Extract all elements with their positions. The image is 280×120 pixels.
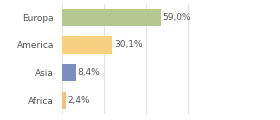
Bar bbox=[62, 36, 112, 54]
Text: 2,4%: 2,4% bbox=[68, 96, 90, 105]
Text: 30,1%: 30,1% bbox=[114, 40, 143, 49]
Bar bbox=[62, 9, 161, 26]
Text: 8,4%: 8,4% bbox=[78, 68, 101, 77]
Bar bbox=[62, 92, 66, 109]
Text: 59,0%: 59,0% bbox=[163, 13, 191, 22]
Bar bbox=[62, 64, 76, 81]
